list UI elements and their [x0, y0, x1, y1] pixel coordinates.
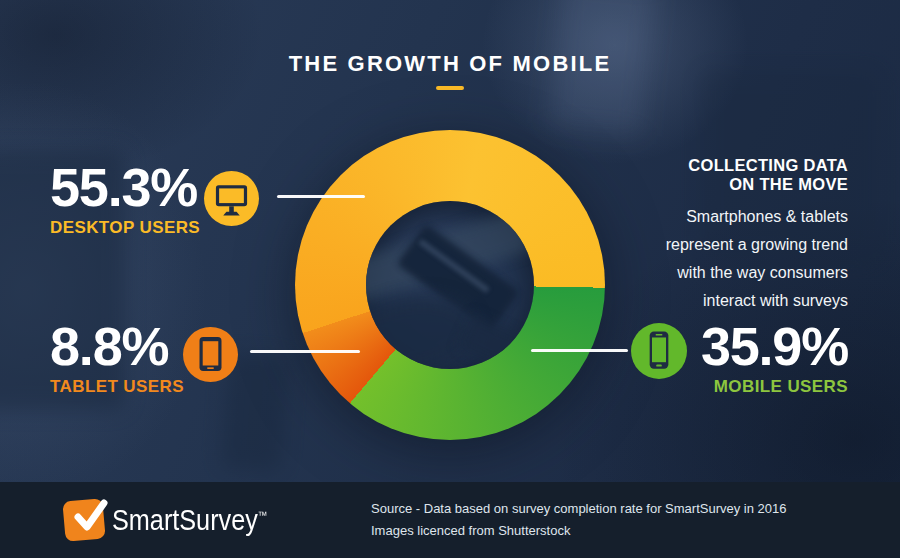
aside-body: Smartphones & tablets represent a growin… — [568, 203, 848, 315]
brand-text: SmartSurvey — [112, 504, 258, 536]
mobile-icon — [631, 323, 687, 379]
aside-text-block: COLLECTING DATA ON THE MOVE Smartphones … — [568, 156, 848, 315]
tablet-stat-label: TABLET USERS — [50, 377, 184, 397]
aside-body-line: interact with surveys — [568, 287, 848, 315]
mobile-callout-line — [531, 349, 628, 352]
phone-glyph — [631, 323, 687, 379]
desktop-stat-value: 55.3% — [50, 165, 200, 209]
tablet-callout-line — [250, 350, 360, 353]
source-text: Source - Data based on survey completion… — [371, 498, 787, 542]
donut-chart — [295, 130, 605, 440]
page-title: THE GROWTH OF MOBILE — [0, 51, 900, 77]
brand-name: SmartSurvey™ — [112, 504, 267, 537]
tablet-icon — [183, 327, 238, 382]
source-line2: Images licenced from Shutterstock — [371, 520, 787, 542]
donut-hole — [366, 201, 534, 369]
desktop-icon — [204, 171, 259, 226]
title-underline — [436, 86, 464, 90]
aside-body-line: Smartphones & tablets — [568, 203, 848, 231]
checkmark-icon — [67, 494, 111, 538]
mobile-stat-value: 35.9% — [700, 324, 848, 368]
source-line1: Source - Data based on survey completion… — [371, 498, 787, 520]
mobile-stat: 35.9% MOBILE USERS — [700, 324, 848, 397]
tablet-stat: 8.8% TABLET USERS — [50, 324, 184, 397]
desktop-callout-line — [277, 195, 365, 198]
mobile-stat-label: MOBILE USERS — [700, 377, 848, 397]
infographic-page: THE GROWTH OF MOBILE — [0, 0, 900, 558]
aside-body-line: represent a growing trend — [568, 231, 848, 259]
desktop-stat: 55.3% DESKTOP USERS — [50, 165, 200, 238]
aside-body-line: with the way consumers — [568, 259, 848, 287]
tablet-glyph — [183, 327, 238, 382]
trademark-symbol: ™ — [258, 509, 268, 521]
monitor-icon — [204, 171, 259, 226]
desktop-stat-label: DESKTOP USERS — [50, 218, 200, 238]
aside-heading-line2: ON THE MOVE — [568, 175, 848, 194]
tablet-stat-value: 8.8% — [50, 324, 184, 368]
aside-heading-line1: COLLECTING DATA — [568, 156, 848, 175]
